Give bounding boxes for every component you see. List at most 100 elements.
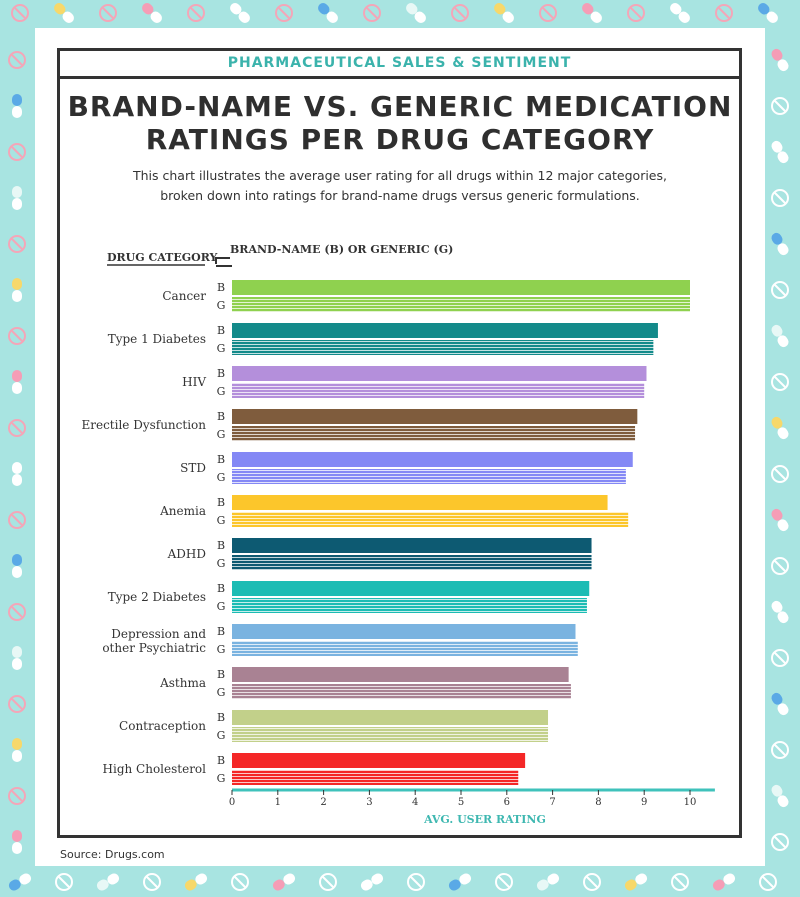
pill-icon — [771, 416, 789, 440]
tablet-icon — [8, 695, 26, 713]
pill-icon — [318, 3, 338, 23]
pill-icon — [12, 278, 22, 302]
tablet-icon — [627, 4, 645, 22]
bar-generic — [232, 727, 549, 742]
tablet-icon — [771, 281, 789, 299]
series-header: BRAND-NAME (B) OR GENERIC (G) — [230, 243, 453, 256]
tablet-icon — [771, 649, 789, 667]
tablet-icon — [407, 873, 425, 891]
subtitle-line-1: This chart illustrates the average user … — [133, 168, 667, 183]
category-label: High Cholesterol — [103, 762, 207, 776]
series-label-b: B — [217, 496, 225, 509]
series-label-b: B — [217, 711, 225, 724]
series-label-b: B — [217, 410, 225, 423]
series-label-b: B — [217, 754, 225, 767]
tablet-icon — [715, 4, 733, 22]
tablet-icon — [143, 873, 161, 891]
pill-icon — [96, 873, 120, 891]
pill-icon — [12, 370, 22, 394]
pill-icon — [272, 873, 296, 891]
series-label-g: G — [217, 299, 226, 312]
category-label: Contraception — [119, 719, 206, 733]
bar-generic — [232, 340, 654, 355]
bar-generic — [232, 512, 629, 527]
tablet-icon — [671, 873, 689, 891]
pill-icon — [771, 232, 789, 256]
pill-icon — [712, 873, 736, 891]
pill-icon — [12, 830, 22, 854]
x-tick-label: 5 — [458, 797, 464, 808]
series-label-g: G — [217, 514, 226, 527]
series-label-g: G — [217, 342, 226, 355]
x-tick-label: 3 — [366, 797, 372, 808]
banner-title: PHARMACEUTICAL SALES & SENTIMENT — [60, 51, 739, 79]
title-line-2: RATINGS PER DRUG CATEGORY — [145, 123, 655, 156]
tablet-icon — [8, 787, 26, 805]
tablet-icon — [539, 4, 557, 22]
pill-icon — [12, 738, 22, 762]
pill-icon — [8, 873, 32, 891]
tablet-icon — [55, 873, 73, 891]
pill-icon — [771, 324, 789, 348]
pill-icon — [624, 873, 648, 891]
pill-icon — [536, 873, 560, 891]
bar-generic — [232, 598, 587, 613]
category-label: Type 2 Diabetes — [108, 590, 206, 604]
pill-icon — [12, 646, 22, 670]
series-label-b: B — [217, 668, 225, 681]
bar-generic — [232, 641, 578, 656]
pill-icon — [758, 3, 778, 23]
category-header: DRUG CATEGORY — [107, 251, 218, 264]
pill-icon — [771, 48, 789, 72]
bar-brand — [232, 409, 638, 424]
tablet-icon — [319, 873, 337, 891]
x-tick-label: 7 — [549, 797, 555, 808]
tablet-icon — [771, 833, 789, 851]
bar-generic — [232, 770, 519, 785]
series-label-b: B — [217, 625, 225, 638]
pill-icon — [12, 554, 22, 578]
pill-icon — [406, 3, 426, 23]
series-label-b: B — [217, 281, 225, 294]
bar-brand — [232, 452, 633, 467]
bar-brand — [232, 495, 608, 510]
tablet-icon — [231, 873, 249, 891]
pill-icon — [12, 462, 22, 486]
bar-generic — [232, 383, 645, 398]
title-line-1: BRAND-NAME VS. GENERIC MEDICATION — [67, 90, 733, 123]
pill-icon — [771, 508, 789, 532]
subtitle-line-2: broken down into ratings for brand-name … — [160, 188, 640, 203]
bar-brand — [232, 280, 690, 295]
category-label: other Psychiatric — [102, 641, 206, 655]
bar-generic — [232, 555, 592, 570]
tablet-icon — [8, 51, 26, 69]
tablet-icon — [771, 741, 789, 759]
tablet-icon — [8, 327, 26, 345]
infographic-card: PHARMACEUTICAL SALES & SENTIMENT BRAND-N… — [35, 28, 765, 866]
series-label-g: G — [217, 557, 226, 570]
source-note: Source: Drugs.com — [60, 848, 165, 861]
x-tick-label: 4 — [412, 797, 418, 808]
tablet-icon — [99, 4, 117, 22]
bar-brand — [232, 667, 569, 682]
category-label: STD — [180, 461, 206, 475]
bar-generic — [232, 684, 571, 699]
pill-icon — [771, 140, 789, 164]
x-axis-label: AVG. USER RATING — [423, 813, 546, 826]
series-label-g: G — [217, 600, 226, 613]
pill-icon — [230, 3, 250, 23]
series-label-g: G — [217, 686, 226, 699]
category-label: HIV — [182, 375, 206, 389]
series-label-g: G — [217, 471, 226, 484]
bar-brand — [232, 366, 647, 381]
x-tick-label: 0 — [229, 797, 235, 808]
series-label-b: B — [217, 582, 225, 595]
bar-generic — [232, 469, 626, 484]
bar-generic — [232, 297, 690, 312]
tablet-icon — [8, 419, 26, 437]
tablet-icon — [771, 465, 789, 483]
pill-icon — [448, 873, 472, 891]
series-label-b: B — [217, 367, 225, 380]
